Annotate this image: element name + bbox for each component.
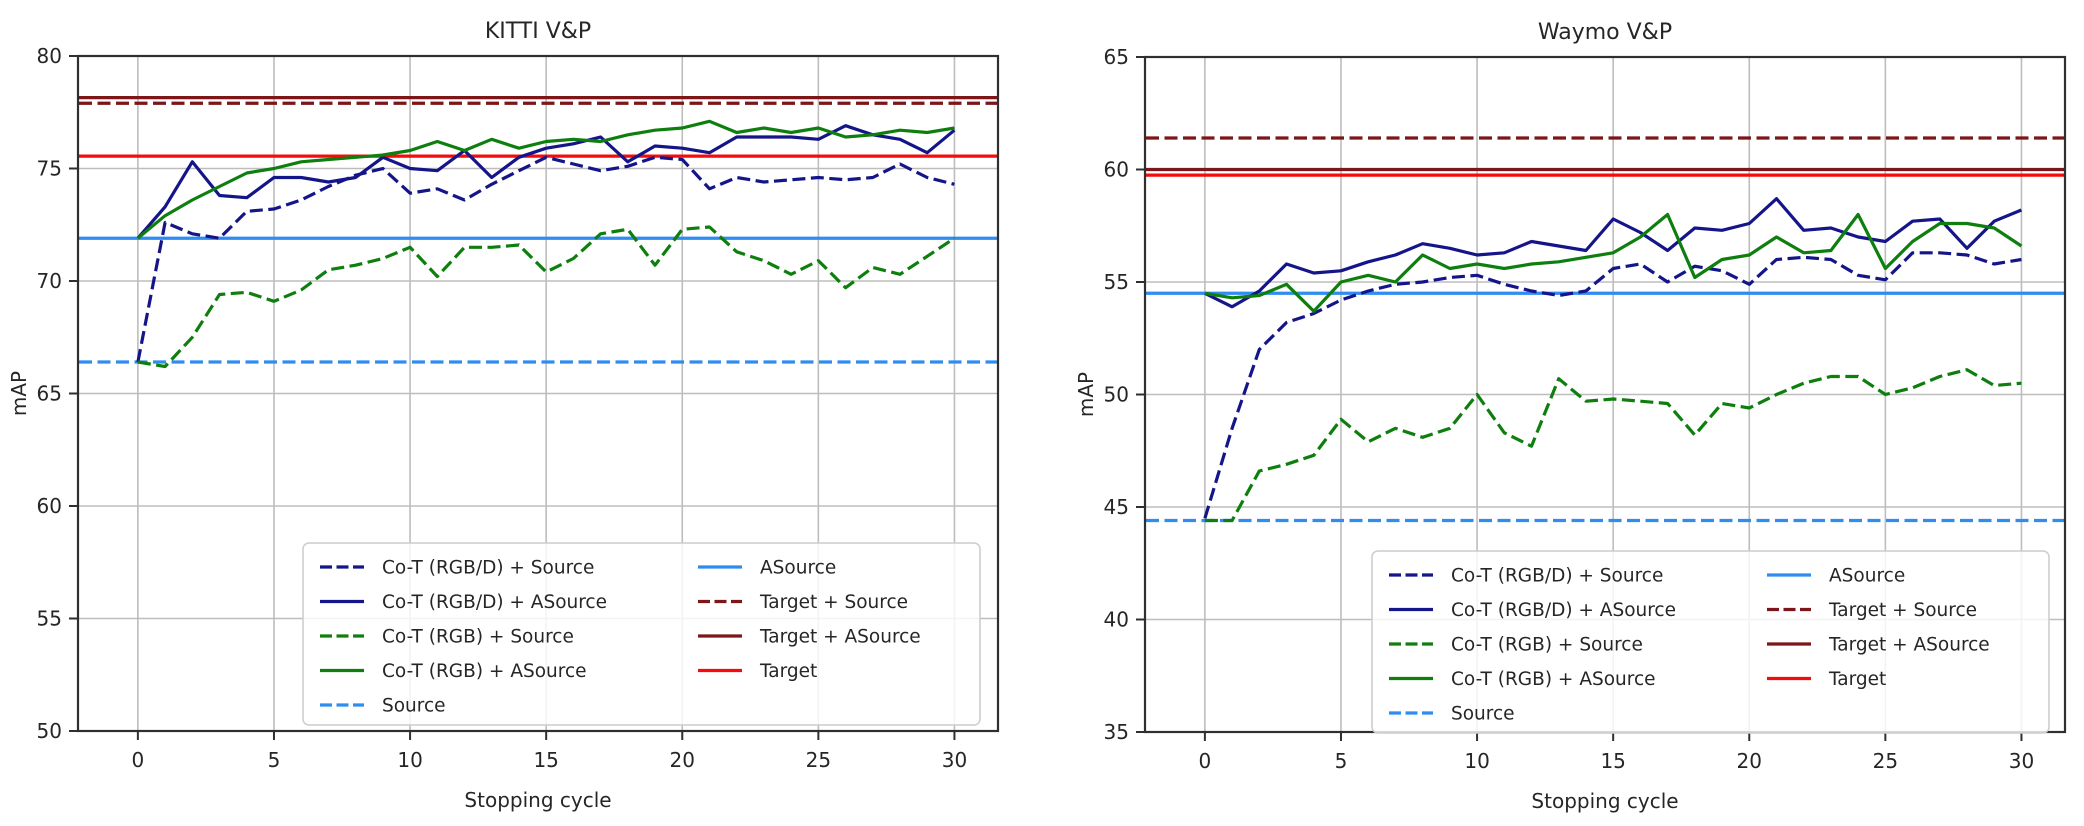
y-tick-label: 75	[37, 157, 62, 181]
legend-label-asource: ASource	[760, 558, 836, 579]
series-co-t-rgb-source	[137, 225, 956, 369]
legend: Co-T (RGB/D) + Source Co-T (RGB/D) + ASou…	[302, 542, 981, 726]
legend-label-target-source: Target + Source	[1828, 600, 1977, 621]
series-co-t-rgb-d-asource	[1204, 197, 2023, 309]
chart-title: Waymo V&P	[1538, 20, 1672, 45]
chart-kitti: 0 5 10 15 20 25 30 50 55 60 65 70 75 80 KITTI V&P Stopp…	[7, 19, 1000, 812]
y-tick-label: 55	[1104, 270, 1129, 294]
legend-label-co-t-rgb-source: Co-T (RGB) + Source	[382, 627, 574, 648]
y-tick-label: 80	[37, 44, 62, 68]
legend-label-target: Target	[1828, 669, 1886, 690]
legend-label-source: Source	[1451, 704, 1515, 725]
x-tick-label: 25	[1873, 749, 1898, 773]
series-co-t-rgb-asource	[136, 119, 955, 240]
x-tick-label: 30	[942, 748, 967, 772]
legend-label-target: Target	[759, 661, 817, 682]
x-tick-label: 10	[397, 748, 422, 772]
y-tick-label: 65	[37, 382, 62, 406]
y-tick-label: 60	[37, 494, 62, 518]
legend-label-source: Source	[382, 696, 446, 717]
legend-label-target-source: Target + Source	[759, 592, 908, 613]
series-co-t-rgb-source	[1204, 368, 2022, 523]
legend: Co-T (RGB/D) + Source Co-T (RGB/D) + ASou…	[1371, 550, 2050, 734]
x-tick-label: 5	[1335, 749, 1348, 773]
y-tick-label: 35	[1104, 720, 1129, 744]
y-tick-label: 55	[37, 607, 62, 631]
legend-box	[302, 542, 981, 726]
series-co-t-rgb-d-source	[136, 155, 955, 363]
x-tick-label: 20	[1737, 749, 1762, 773]
y-tick-label: 45	[1104, 495, 1129, 519]
x-tick-label: 15	[1600, 749, 1625, 773]
y-tick-label: 60	[1104, 158, 1129, 182]
legend-label-target-asource: Target + ASource	[1828, 635, 1990, 656]
legend-label-co-t-rgb-d-source: Co-T (RGB/D) + Source	[1451, 566, 1663, 587]
y-tick-label: 65	[1104, 45, 1129, 69]
y-axis-label: mAP	[1074, 372, 1098, 417]
x-tick-label: 5	[268, 748, 281, 772]
series-co-t-rgb-d-source	[1203, 251, 2022, 519]
legend-label-co-t-rgb-asource: Co-T (RGB) + ASource	[1451, 669, 1656, 690]
legend-label-co-t-rgb-d-asource: Co-T (RGB/D) + ASource	[1451, 600, 1676, 621]
legend-box	[1371, 550, 2050, 734]
series-co-t-rgb-d-asource	[136, 124, 956, 240]
x-tick-label: 20	[670, 748, 695, 772]
x-tick-label: 15	[533, 748, 558, 772]
y-axis-label: mAP	[7, 371, 31, 416]
y-tick-label: 40	[1104, 608, 1129, 632]
y-tick-label: 70	[37, 269, 62, 293]
chart-waymo: 0 5 10 15 20 25 30 35 40 45 50 55 60 65 Waymo V&P Stopp…	[1074, 20, 2067, 813]
legend-label-target-asource: Target + ASource	[759, 627, 921, 648]
x-tick-label: 0	[1199, 749, 1212, 773]
legend-label-co-t-rgb-d-source: Co-T (RGB/D) + Source	[382, 558, 594, 579]
x-tick-label: 30	[2009, 749, 2034, 773]
x-tick-label: 0	[132, 748, 145, 772]
y-tick-label: 50	[1104, 383, 1129, 407]
chart-title: KITTI V&P	[485, 19, 591, 44]
series-co-t-rgb-asource	[1204, 212, 2023, 313]
legend-label-co-t-rgb-source: Co-T (RGB) + Source	[1451, 635, 1643, 656]
legend-label-co-t-rgb-d-asource: Co-T (RGB/D) + ASource	[382, 592, 607, 613]
x-axis-label: Stopping cycle	[464, 788, 611, 812]
y-tick-label: 50	[37, 719, 62, 743]
x-axis-label: Stopping cycle	[1531, 789, 1678, 813]
x-tick-label: 25	[806, 748, 831, 772]
legend-label-co-t-rgb-asource: Co-T (RGB) + ASource	[382, 661, 587, 682]
x-tick-label: 10	[1464, 749, 1489, 773]
legend-label-asource: ASource	[1829, 566, 1905, 587]
